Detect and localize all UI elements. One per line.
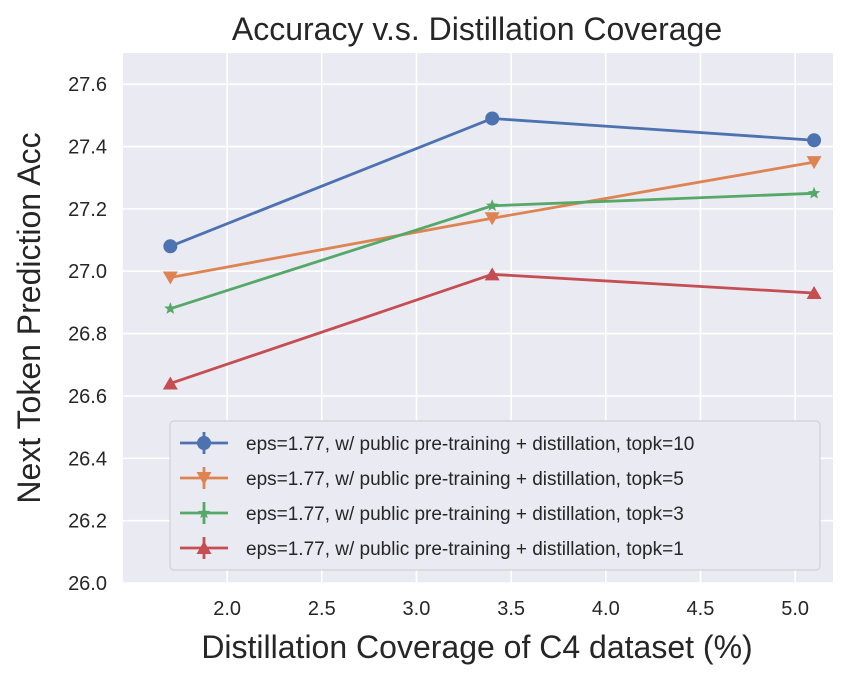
x-tick-label: 3.0 xyxy=(403,598,431,620)
y-tick-label: 26.4 xyxy=(68,448,107,470)
x-tick-label: 2.0 xyxy=(213,598,241,620)
y-tick-label: 26.0 xyxy=(68,573,107,595)
y-tick-label: 27.0 xyxy=(68,261,107,283)
y-axis-label: Next Token Prediction Acc xyxy=(11,132,47,503)
x-tick-label: 5.0 xyxy=(781,598,809,620)
legend-label: eps=1.77, w/ public pre-training + disti… xyxy=(246,469,684,490)
series-2 xyxy=(164,186,821,314)
legend-marker xyxy=(197,436,211,450)
x-tick-label: 3.5 xyxy=(497,598,525,620)
y-tick-label: 26.2 xyxy=(68,511,107,533)
series-1 xyxy=(162,156,822,285)
data-point xyxy=(807,186,821,199)
x-tick-label: 2.5 xyxy=(308,598,336,620)
series-layer xyxy=(162,111,822,390)
legend-box xyxy=(169,420,821,571)
y-tick-label: 27.6 xyxy=(68,74,107,96)
series-0 xyxy=(163,111,822,254)
legend-marker xyxy=(196,472,212,485)
legend-marker xyxy=(196,541,212,554)
legend-label: eps=1.77, w/ public pre-training + disti… xyxy=(246,434,694,455)
legend-label: eps=1.77, w/ public pre-training + disti… xyxy=(246,504,684,525)
legend-label: eps=1.77, w/ public pre-training + disti… xyxy=(246,539,684,560)
y-tick-label: 27.4 xyxy=(68,137,107,159)
series-3 xyxy=(162,267,822,390)
data-point xyxy=(806,156,822,170)
data-point xyxy=(163,239,178,254)
data-point xyxy=(162,376,178,390)
legend-item: eps=1.77, w/ public pre-training + disti… xyxy=(180,537,684,560)
legend-item: eps=1.77, w/ public pre-training + disti… xyxy=(180,467,684,490)
legend-marker xyxy=(197,506,211,519)
y-tick-labels: 26.0 26.2 26.4 26.6 26.8 27.0 27.2 27.4 27.6 xyxy=(68,74,107,595)
x-tick-labels: 2.0 2.5 3.0 3.5 4.0 4.5 5.0 xyxy=(213,598,809,620)
chart-title: Accuracy v.s. Distillation Coverage xyxy=(232,11,722,47)
y-tick-label: 27.2 xyxy=(68,199,107,221)
legend-item: eps=1.77, w/ public pre-training + disti… xyxy=(180,502,684,525)
data-point xyxy=(484,267,500,281)
data-point xyxy=(807,133,822,148)
data-point xyxy=(164,302,177,314)
y-tick-label: 26.8 xyxy=(68,324,107,346)
x-tick-label: 4.0 xyxy=(592,598,620,620)
x-axis-label: Distillation Coverage of C4 dataset (%) xyxy=(201,629,752,665)
y-tick-label: 26.6 xyxy=(68,386,107,408)
data-point xyxy=(486,199,499,212)
legend-item: eps=1.77, w/ public pre-training + disti… xyxy=(180,432,694,455)
x-tick-label: 4.5 xyxy=(687,598,715,620)
data-point xyxy=(484,212,500,226)
legend: eps=1.77, w/ public pre-training + disti… xyxy=(169,420,821,571)
data-point xyxy=(485,111,500,126)
data-point xyxy=(806,286,822,300)
data-point xyxy=(162,271,178,285)
